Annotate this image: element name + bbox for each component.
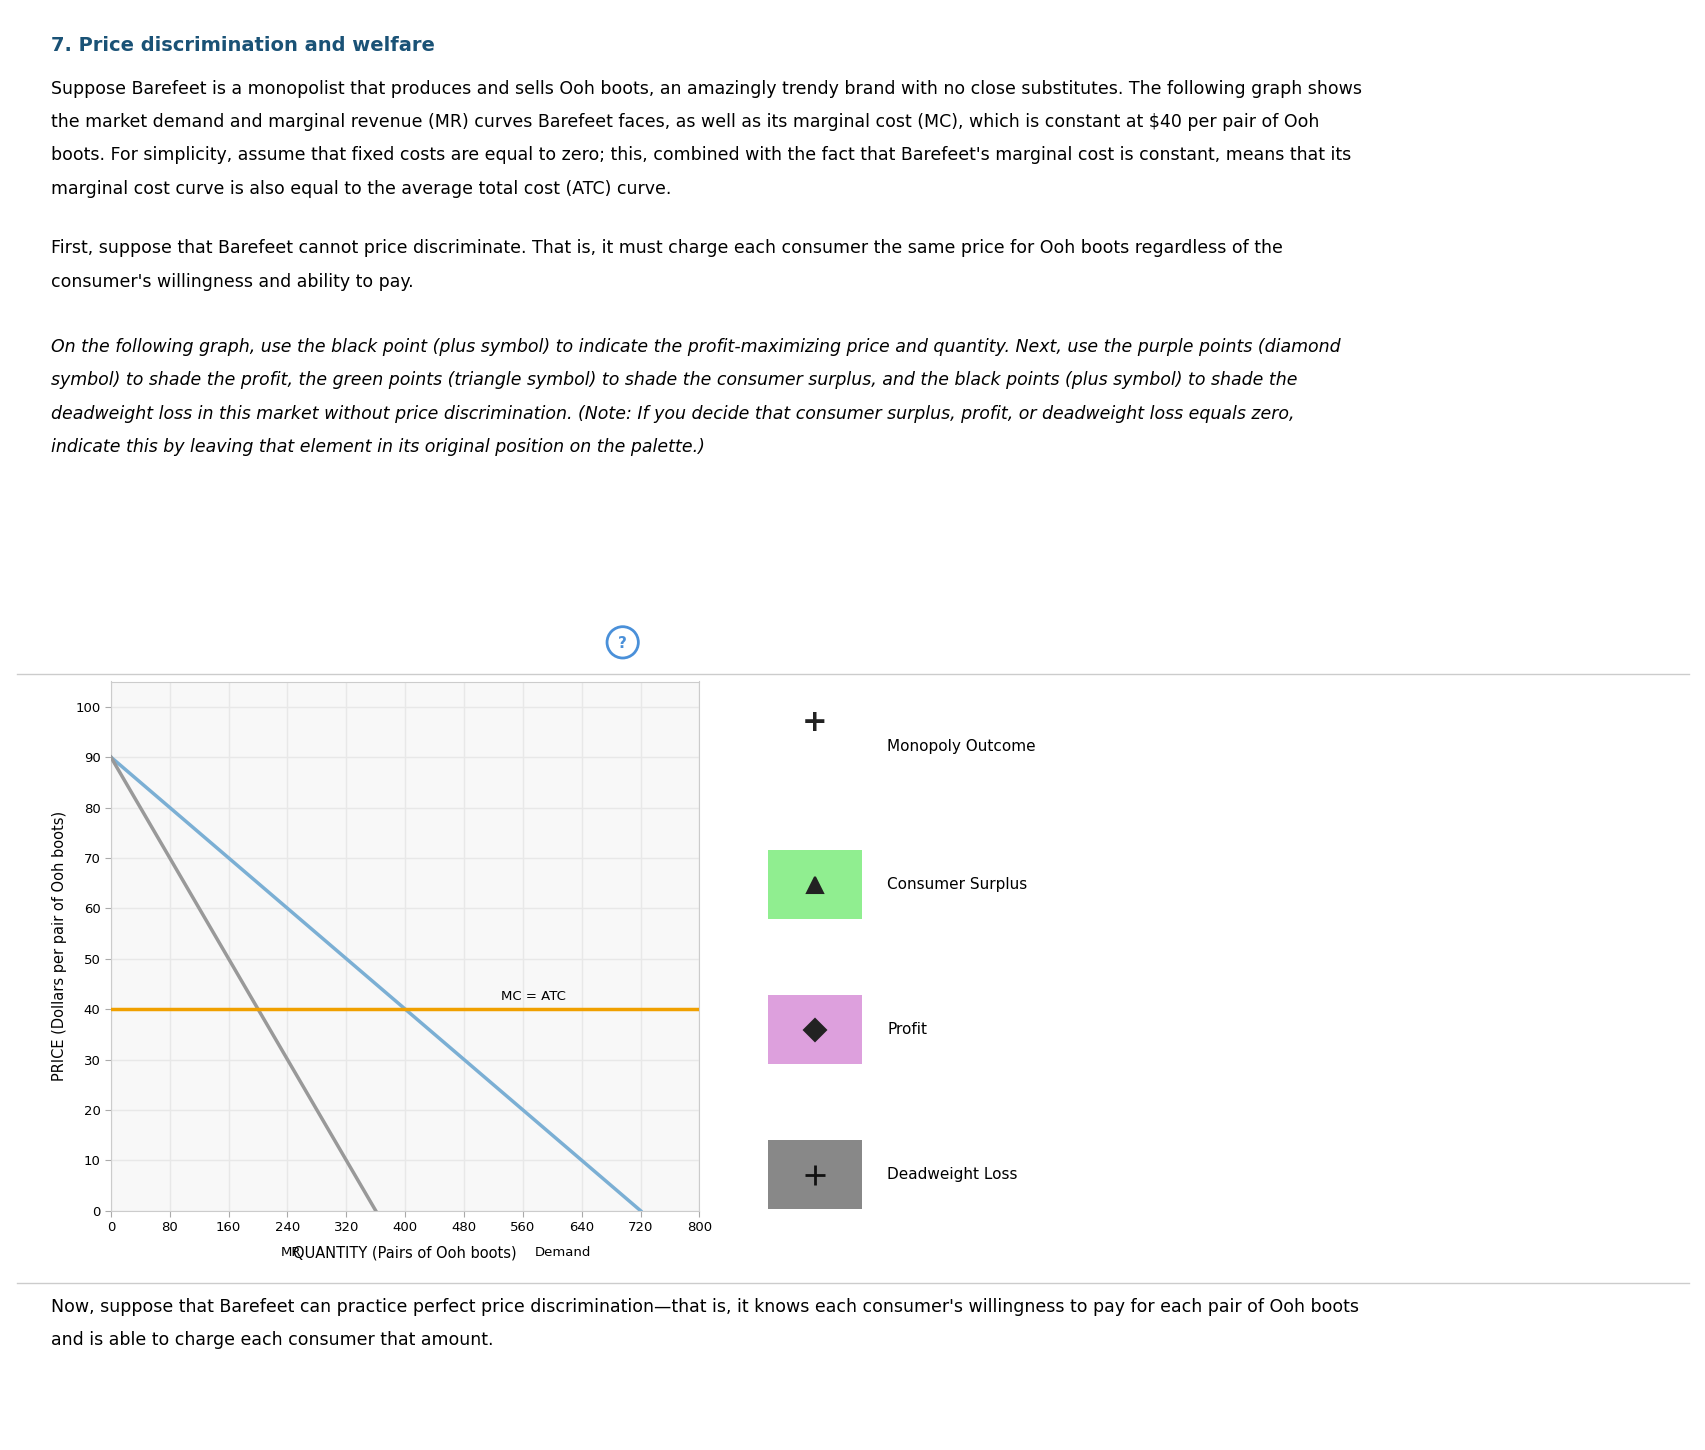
Text: First, suppose that Barefeet cannot price discriminate. That is, it must charge : First, suppose that Barefeet cannot pric… xyxy=(51,239,1282,257)
Text: deadweight loss in this market without price discrimination. (Note: If you decid: deadweight loss in this market without p… xyxy=(51,405,1294,422)
Text: Demand: Demand xyxy=(535,1246,592,1259)
Text: symbol) to shade the profit, the green points (triangle symbol) to shade the con: symbol) to shade the profit, the green p… xyxy=(51,371,1298,389)
Text: MC = ATC: MC = ATC xyxy=(501,990,566,1003)
Text: ?: ? xyxy=(617,635,627,651)
Text: Consumer Surplus: Consumer Surplus xyxy=(887,877,1026,892)
Text: +: + xyxy=(801,708,827,737)
Text: the market demand and marginal revenue (MR) curves Barefeet faces, as well as it: the market demand and marginal revenue (… xyxy=(51,113,1318,130)
Text: marginal cost curve is also equal to the average total cost (ATC) curve.: marginal cost curve is also equal to the… xyxy=(51,180,672,197)
Text: Profit: Profit xyxy=(887,1022,926,1037)
Text: Suppose Barefeet is a monopolist that produces and sells Ooh boots, an amazingly: Suppose Barefeet is a monopolist that pr… xyxy=(51,80,1361,97)
Text: consumer's willingness and ability to pay.: consumer's willingness and ability to pa… xyxy=(51,273,414,290)
X-axis label: QUANTITY (Pairs of Ooh boots): QUANTITY (Pairs of Ooh boots) xyxy=(293,1246,517,1260)
Text: Monopoly Outcome: Monopoly Outcome xyxy=(887,740,1035,754)
Text: indicate this by leaving that element in its original position on the palette.): indicate this by leaving that element in… xyxy=(51,438,704,455)
Text: Now, suppose that Barefeet can practice perfect price discrimination—that is, it: Now, suppose that Barefeet can practice … xyxy=(51,1298,1359,1315)
Text: 7. Price discrimination and welfare: 7. Price discrimination and welfare xyxy=(51,36,435,55)
Text: and is able to charge each consumer that amount.: and is able to charge each consumer that… xyxy=(51,1331,493,1349)
Text: Deadweight Loss: Deadweight Loss xyxy=(887,1167,1016,1182)
Y-axis label: PRICE (Dollars per pair of Ooh boots): PRICE (Dollars per pair of Ooh boots) xyxy=(51,811,66,1082)
Text: On the following graph, use the black point (plus symbol) to indicate the profit: On the following graph, use the black po… xyxy=(51,338,1340,355)
Text: boots. For simplicity, assume that fixed costs are equal to zero; this, combined: boots. For simplicity, assume that fixed… xyxy=(51,146,1350,164)
Text: MR: MR xyxy=(281,1246,302,1259)
